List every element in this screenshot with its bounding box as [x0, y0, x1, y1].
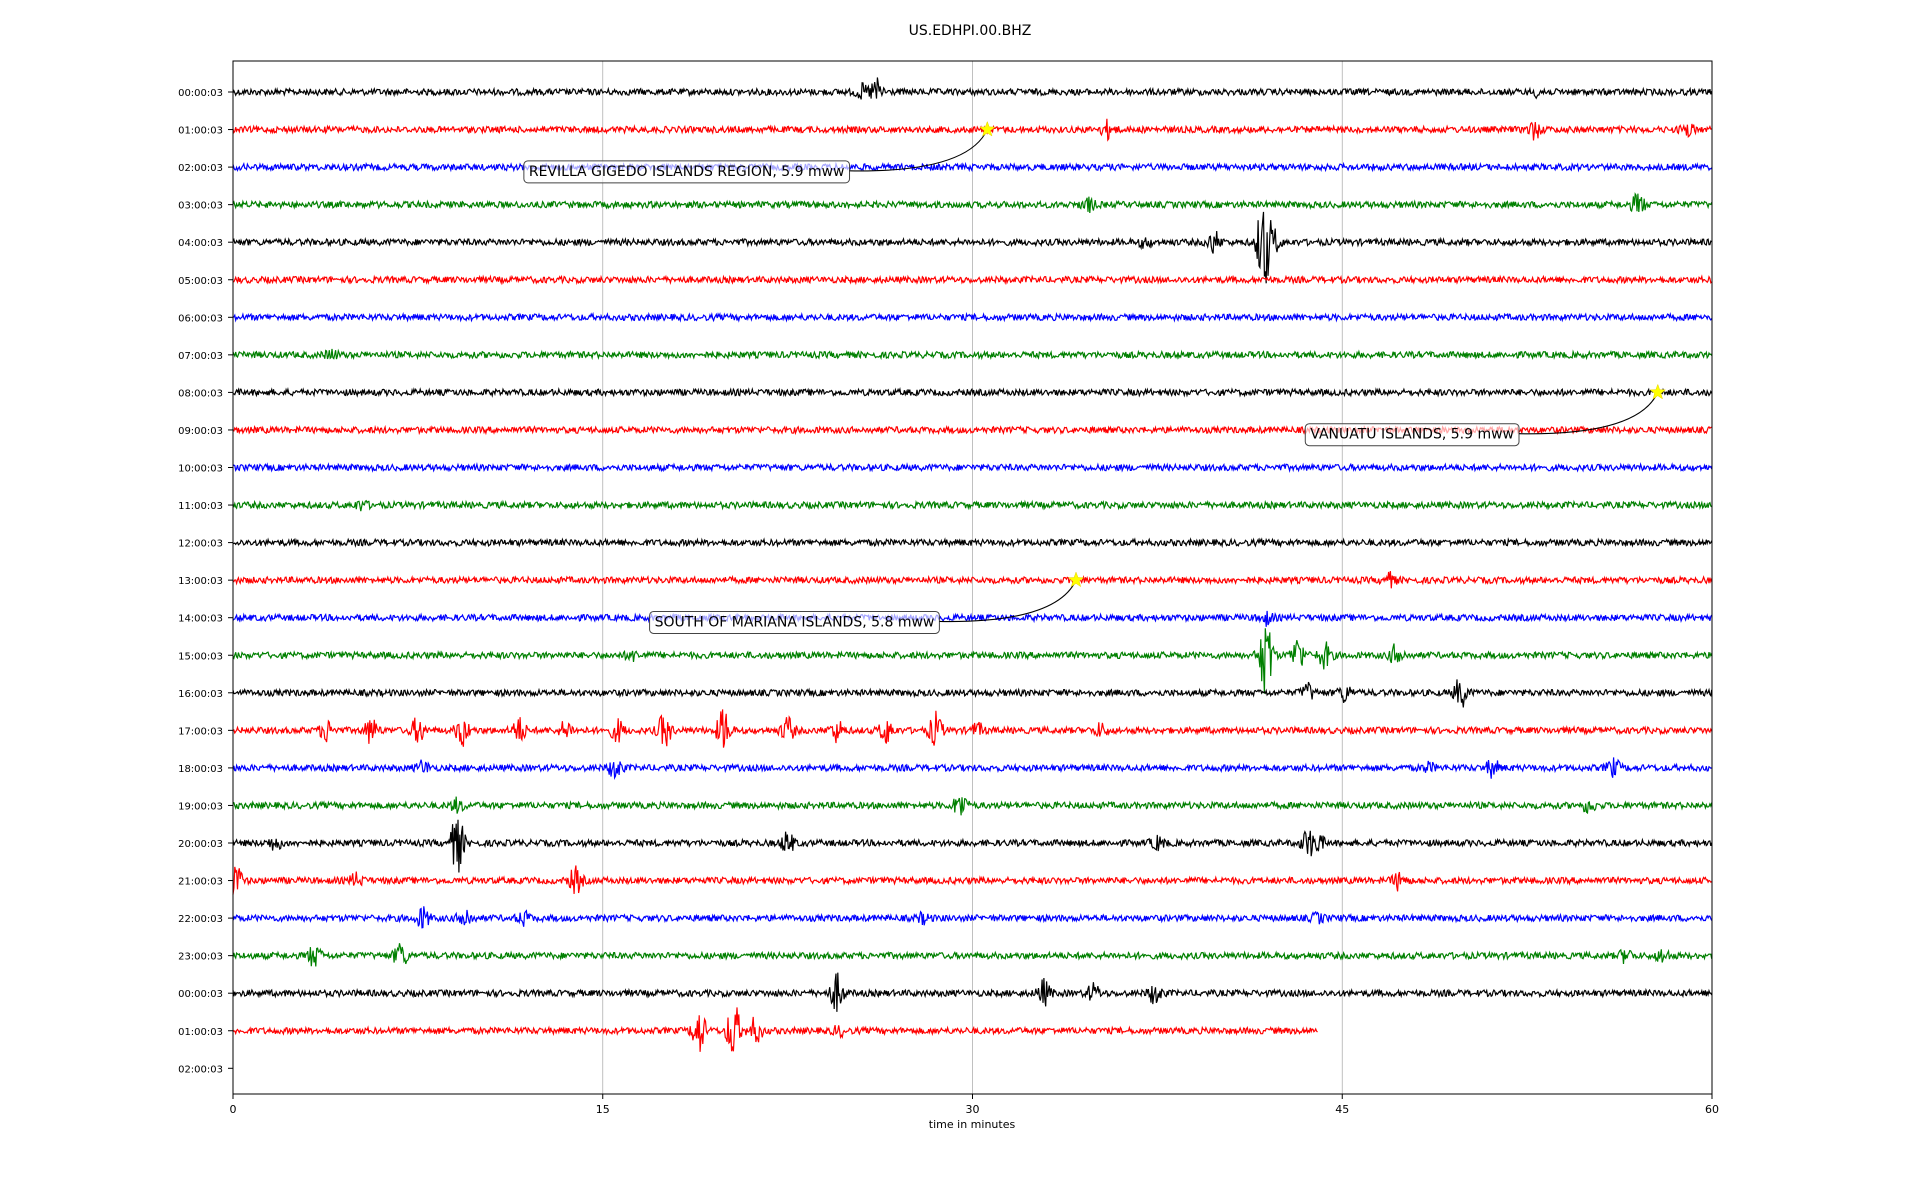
event-star-marker [1067, 571, 1085, 588]
trace-line [232, 118, 1712, 142]
trace-line [232, 1007, 1318, 1052]
row-label: 00:00:03 [178, 88, 223, 99]
event-connector [1519, 392, 1659, 435]
trace-line [232, 679, 1713, 708]
trace-line [232, 571, 1713, 589]
trace-line [232, 192, 1713, 214]
trace-line [232, 628, 1713, 694]
row-label: 09:00:03 [178, 426, 223, 437]
event-label-box [649, 610, 940, 634]
row-label: 17:00:03 [178, 726, 223, 737]
trace-line [232, 972, 1713, 1012]
x-tick-label: 0 [230, 1103, 237, 1116]
row-label: 08:00:03 [178, 388, 223, 399]
trace-line [232, 462, 1713, 473]
row-label: 11:00:03 [178, 501, 223, 512]
row-label: 16:00:03 [178, 689, 223, 700]
trace-line [232, 537, 1713, 549]
row-label: 01:00:03 [178, 1027, 223, 1038]
event-connector [849, 129, 988, 172]
x-tick-label: 45 [1335, 1103, 1349, 1116]
row-label: 15:00:03 [178, 651, 223, 662]
row-label: 19:00:03 [178, 801, 223, 812]
row-label: 20:00:03 [178, 839, 223, 850]
x-axis-label: time in minutes [929, 1118, 1016, 1131]
trace-line [232, 796, 1713, 816]
row-label: 13:00:03 [178, 576, 223, 587]
x-tick-label: 30 [966, 1103, 980, 1116]
event-label-box [523, 160, 851, 184]
row-label: 06:00:03 [178, 313, 223, 324]
trace-line [232, 161, 1713, 173]
event-label: REVILLA GIGEDO ISLANDS REGION, 5.9 mww [529, 164, 845, 180]
trace-line [232, 348, 1713, 361]
row-label: 21:00:03 [178, 877, 223, 888]
event-label-box [1304, 423, 1520, 447]
x-tick-label: 15 [596, 1103, 610, 1116]
trace-line [232, 610, 1713, 627]
event-star-marker [979, 120, 996, 137]
trace-line [232, 77, 1713, 100]
chart-title: US.EDHPI.00.BHZ [909, 23, 1032, 39]
trace-line [232, 819, 1713, 873]
trace-line [232, 499, 1713, 512]
row-label: 12:00:03 [178, 539, 223, 550]
trace-line [232, 211, 1712, 284]
event-star-marker [1649, 383, 1667, 400]
event-label: SOUTH OF MARIANA ISLANDS, 5.8 mww [655, 614, 935, 630]
event-annotation: SOUTH OF MARIANA ISLANDS, 5.8 mww [649, 571, 1085, 634]
row-label: 00:00:03 [178, 989, 223, 1000]
trace-line [232, 274, 1713, 286]
x-axis-ticks: 0 15 30 45 60 [230, 1094, 1719, 1116]
trace-line [232, 757, 1712, 780]
row-label: 04:00:03 [178, 238, 223, 249]
row-label: 07:00:03 [178, 351, 223, 362]
trace-group [232, 77, 1713, 1052]
row-label: 10:00:03 [178, 464, 223, 475]
row-label: 02:00:03 [178, 163, 223, 174]
trace-line [232, 943, 1713, 967]
row-label: 23:00:03 [178, 952, 223, 963]
trace-line [232, 865, 1712, 895]
row-label: 02:00:03 [178, 1064, 223, 1075]
row-label: 03:00:03 [178, 201, 223, 212]
row-label: 14:00:03 [178, 614, 223, 625]
trace-line [233, 311, 1713, 323]
trace-line [232, 386, 1713, 398]
annotation-group: REVILLA GIGEDO ISLANDS REGION, 5.9 mww VA… [523, 120, 1667, 634]
trace-line [232, 906, 1713, 929]
event-label: VANUATU ISLANDS, 5.9 mww [1310, 427, 1514, 443]
row-label: 01:00:03 [178, 126, 223, 137]
trace-line [232, 709, 1713, 748]
event-annotation: VANUATU ISLANDS, 5.9 mww [1304, 383, 1667, 447]
row-label: 18:00:03 [178, 764, 223, 775]
row-label: 05:00:03 [178, 276, 223, 287]
x-tick-label: 60 [1705, 1103, 1719, 1116]
row-label: 22:00:03 [178, 914, 223, 925]
event-connector [939, 579, 1077, 623]
row-labels: 00:00:03 01:00:03 02:00:03 03:00:03 04:00:03… [178, 88, 233, 1075]
event-annotation: REVILLA GIGEDO ISLANDS REGION, 5.9 mww [523, 120, 996, 184]
